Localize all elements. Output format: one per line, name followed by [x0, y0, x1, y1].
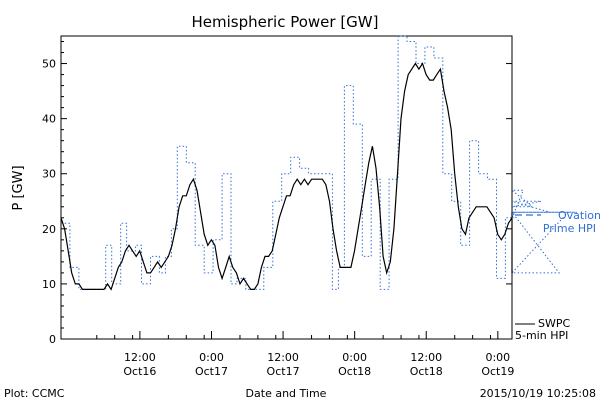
- x-tick-day-label: Oct19: [481, 365, 514, 378]
- legend-ovation: Ovation Prime HPI: [515, 209, 600, 235]
- legend-swpc: SWPC 5-min HPI: [515, 317, 570, 342]
- x-tick-day-label: Oct17: [267, 365, 300, 378]
- series-swpc-5min-hpi: [60, 62, 513, 291]
- y-tick-label: 20: [42, 223, 56, 236]
- y-tick-label: 10: [42, 278, 56, 291]
- legend-swpc-label-line2: 5-min HPI: [515, 329, 568, 342]
- footer-timestamp: 2015/10/19 10:25:08: [480, 387, 596, 400]
- chart-title: Hemispheric Power [GW]: [192, 13, 379, 31]
- y-tick-label: 40: [42, 113, 56, 126]
- y-axis-label: P [GW]: [11, 165, 26, 210]
- x-tick-time-label: 0:00: [485, 351, 510, 364]
- x-tick-time-label: 12:00: [124, 351, 156, 364]
- x-tick-time-label: 12:00: [410, 351, 442, 364]
- x-tick-day-label: Oct16: [123, 365, 156, 378]
- x-tick-day-label: Oct17: [195, 365, 228, 378]
- x-tick-time-label: 0:00: [342, 351, 367, 364]
- legend-ovation-label-line2: Prime HPI: [543, 222, 596, 235]
- x-tick-day-label: Oct18: [410, 365, 443, 378]
- series-layer: [60, 35, 577, 291]
- y-tick-label: 30: [42, 168, 56, 181]
- legend-ovation-label-line1: Ovation: [558, 209, 600, 222]
- x-axis: 12:00Oct160:00Oct1712:00Oct170:00Oct1812…: [60, 331, 514, 378]
- y-tick-label: 0: [49, 333, 56, 346]
- x-tick-day-label: Oct18: [338, 365, 371, 378]
- footer-plot-source: Plot: CCMC: [4, 387, 65, 400]
- x-tick-time-label: 0:00: [199, 351, 224, 364]
- x-axis-label: Date and Time: [246, 387, 327, 400]
- y-tick-label: 50: [42, 58, 56, 71]
- x-tick-time-label: 12:00: [267, 351, 299, 364]
- series-ovation-prime-hpi: [61, 35, 577, 290]
- legend-swpc-label-line1: SWPC: [538, 317, 570, 330]
- y-axis: 0 10 20 30 40 50: [42, 41, 512, 346]
- plot-frame: [60, 35, 513, 340]
